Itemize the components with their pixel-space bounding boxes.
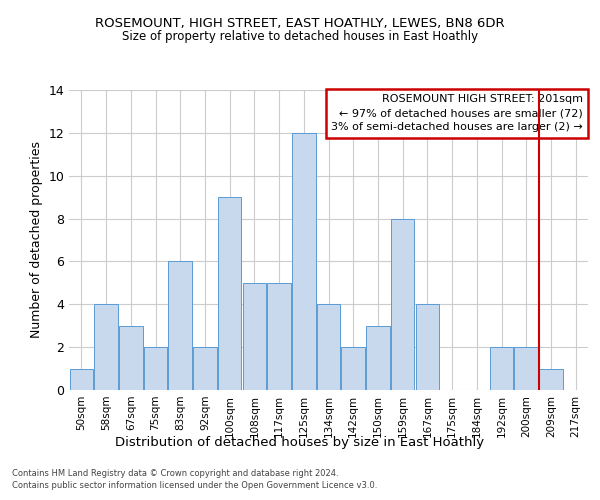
Bar (218, 197, 241, 390)
Bar (119, 326, 143, 390)
Bar (144, 347, 167, 390)
Bar (94, 304, 118, 390)
Text: Distribution of detached houses by size in East Hoathly: Distribution of detached houses by size … (115, 436, 485, 449)
Bar (242, 283, 266, 390)
Bar (268, 283, 291, 390)
Bar (317, 304, 340, 390)
Text: ROSEMOUNT HIGH STREET: 201sqm
← 97% of detached houses are smaller (72)
3% of se: ROSEMOUNT HIGH STREET: 201sqm ← 97% of d… (331, 94, 583, 132)
Bar (490, 347, 513, 390)
Bar (391, 218, 415, 390)
Bar (193, 347, 217, 390)
Bar (514, 347, 538, 390)
Y-axis label: Number of detached properties: Number of detached properties (30, 142, 43, 338)
Bar (366, 326, 389, 390)
Bar (416, 304, 439, 390)
Bar (341, 347, 365, 390)
Bar (539, 368, 563, 390)
Text: Contains public sector information licensed under the Open Government Licence v3: Contains public sector information licen… (12, 480, 377, 490)
Text: Contains HM Land Registry data © Crown copyright and database right 2024.: Contains HM Land Registry data © Crown c… (12, 470, 338, 478)
Bar (169, 262, 192, 390)
Bar (292, 133, 316, 390)
Text: ROSEMOUNT, HIGH STREET, EAST HOATHLY, LEWES, BN8 6DR: ROSEMOUNT, HIGH STREET, EAST HOATHLY, LE… (95, 18, 505, 30)
Bar (70, 368, 93, 390)
Text: Size of property relative to detached houses in East Hoathly: Size of property relative to detached ho… (122, 30, 478, 43)
